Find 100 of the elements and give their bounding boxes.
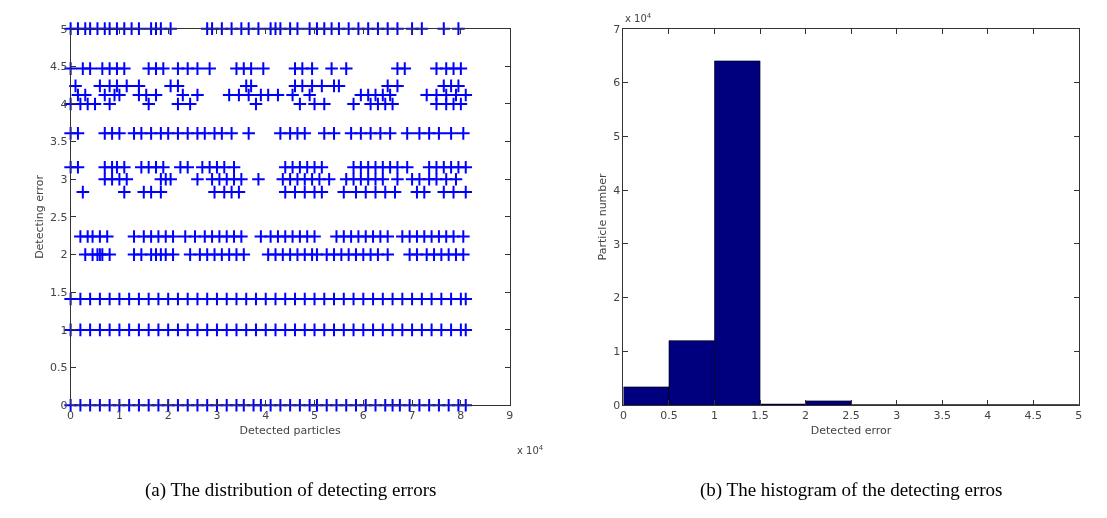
x-tick-label: 5: [1075, 409, 1083, 423]
x-tick-label: 3: [893, 409, 901, 423]
point: [82, 61, 98, 76]
x-tick-label: 1: [711, 409, 719, 423]
point: [116, 184, 132, 200]
text: (b) The histogram of the detecting erros: [700, 479, 1003, 501]
point: [375, 171, 391, 187]
point: [68, 78, 83, 94]
point: [141, 96, 156, 112]
point: [116, 159, 132, 175]
point: [414, 21, 430, 36]
point: [304, 61, 320, 76]
x-tick-label: 5: [311, 409, 319, 423]
y-tick-label: 7: [613, 22, 621, 36]
point: [307, 229, 322, 244]
point: [243, 61, 259, 76]
point: [112, 126, 127, 141]
point: [324, 61, 339, 76]
y-tick-label: 2: [613, 291, 621, 305]
point: [170, 96, 186, 112]
point: [119, 171, 135, 187]
point: [165, 229, 181, 244]
point: [336, 184, 352, 200]
point: [458, 184, 474, 200]
text: x 10$^{4}$: [625, 12, 652, 25]
point: [190, 61, 205, 76]
point: [70, 159, 86, 175]
point: [456, 126, 471, 141]
point: [380, 229, 395, 244]
text: x 10$^{4}$: [517, 444, 544, 457]
y-tick-label: 4.5: [49, 60, 68, 74]
point: [338, 61, 354, 76]
x-tick-label: 6: [359, 409, 367, 423]
y-tick-label: 3: [60, 173, 68, 187]
point: [75, 184, 91, 200]
point: [448, 171, 464, 187]
point: [156, 159, 171, 175]
x-tick-label: 0.5: [660, 409, 678, 423]
x-tick-label: 4: [984, 409, 992, 423]
point: [346, 96, 361, 112]
point: [241, 126, 256, 141]
y-tick-label: 5: [613, 130, 621, 144]
point: [131, 21, 147, 36]
x-axis-title: Detected error: [810, 423, 892, 437]
point: [380, 247, 395, 262]
point: [70, 126, 86, 141]
y-axis-title: Particle number: [595, 172, 609, 261]
x-tick-label: 9: [506, 409, 514, 423]
x-tick-label: 7: [408, 409, 416, 423]
y-tick-label: 4: [60, 97, 68, 111]
x-axis-title: Detected particles: [239, 423, 341, 437]
point: [314, 159, 330, 175]
point: [156, 61, 171, 76]
y-tick-label: 2: [60, 248, 68, 262]
point: [399, 159, 415, 175]
x-tick-label: 1.5: [751, 409, 769, 423]
point: [163, 21, 178, 36]
point: [431, 126, 447, 141]
y-tick-label: 3: [613, 237, 621, 251]
point: [326, 126, 342, 141]
point: [224, 126, 239, 141]
point: [163, 171, 178, 187]
y-tick-label: 6: [613, 76, 621, 90]
point: [397, 61, 413, 76]
point: [458, 159, 474, 175]
x-tick-label: 2: [164, 409, 172, 423]
point: [102, 247, 117, 262]
point: [399, 126, 415, 141]
y-tick-label: 0: [60, 399, 68, 413]
x-tick-label: 4.5: [1024, 409, 1042, 423]
point: [190, 87, 205, 103]
point: [321, 171, 337, 187]
point: [251, 21, 266, 36]
point: [226, 159, 242, 175]
y-tick-label: 3.5: [49, 135, 68, 149]
y-tick-label: 1: [613, 345, 621, 359]
point: [456, 247, 471, 262]
x-tick-label: 3: [213, 409, 221, 423]
point: [458, 397, 474, 413]
point: [180, 159, 195, 175]
x-tick-label: 1: [115, 409, 123, 423]
x-tick-label: 2: [802, 409, 810, 423]
y-tick-label: 4: [613, 183, 621, 197]
point: [116, 61, 132, 76]
point: [443, 126, 459, 141]
point: [234, 229, 249, 244]
y-axis-title: Detecting error: [32, 174, 46, 259]
point: [165, 247, 181, 262]
point: [297, 126, 313, 141]
y-tick-label: 2.5: [49, 210, 68, 224]
y-tick-label: 5: [60, 22, 68, 36]
y-tick-label: 0.5: [49, 361, 68, 375]
point: [390, 21, 405, 36]
y-tick-label: 1.5: [49, 286, 68, 300]
point: [382, 126, 398, 141]
x-tick-label: 4: [262, 409, 270, 423]
point: [390, 171, 405, 187]
y-tick-label: 0: [613, 399, 621, 413]
x-tick-label: 3.5: [933, 409, 951, 423]
point: [453, 61, 469, 76]
